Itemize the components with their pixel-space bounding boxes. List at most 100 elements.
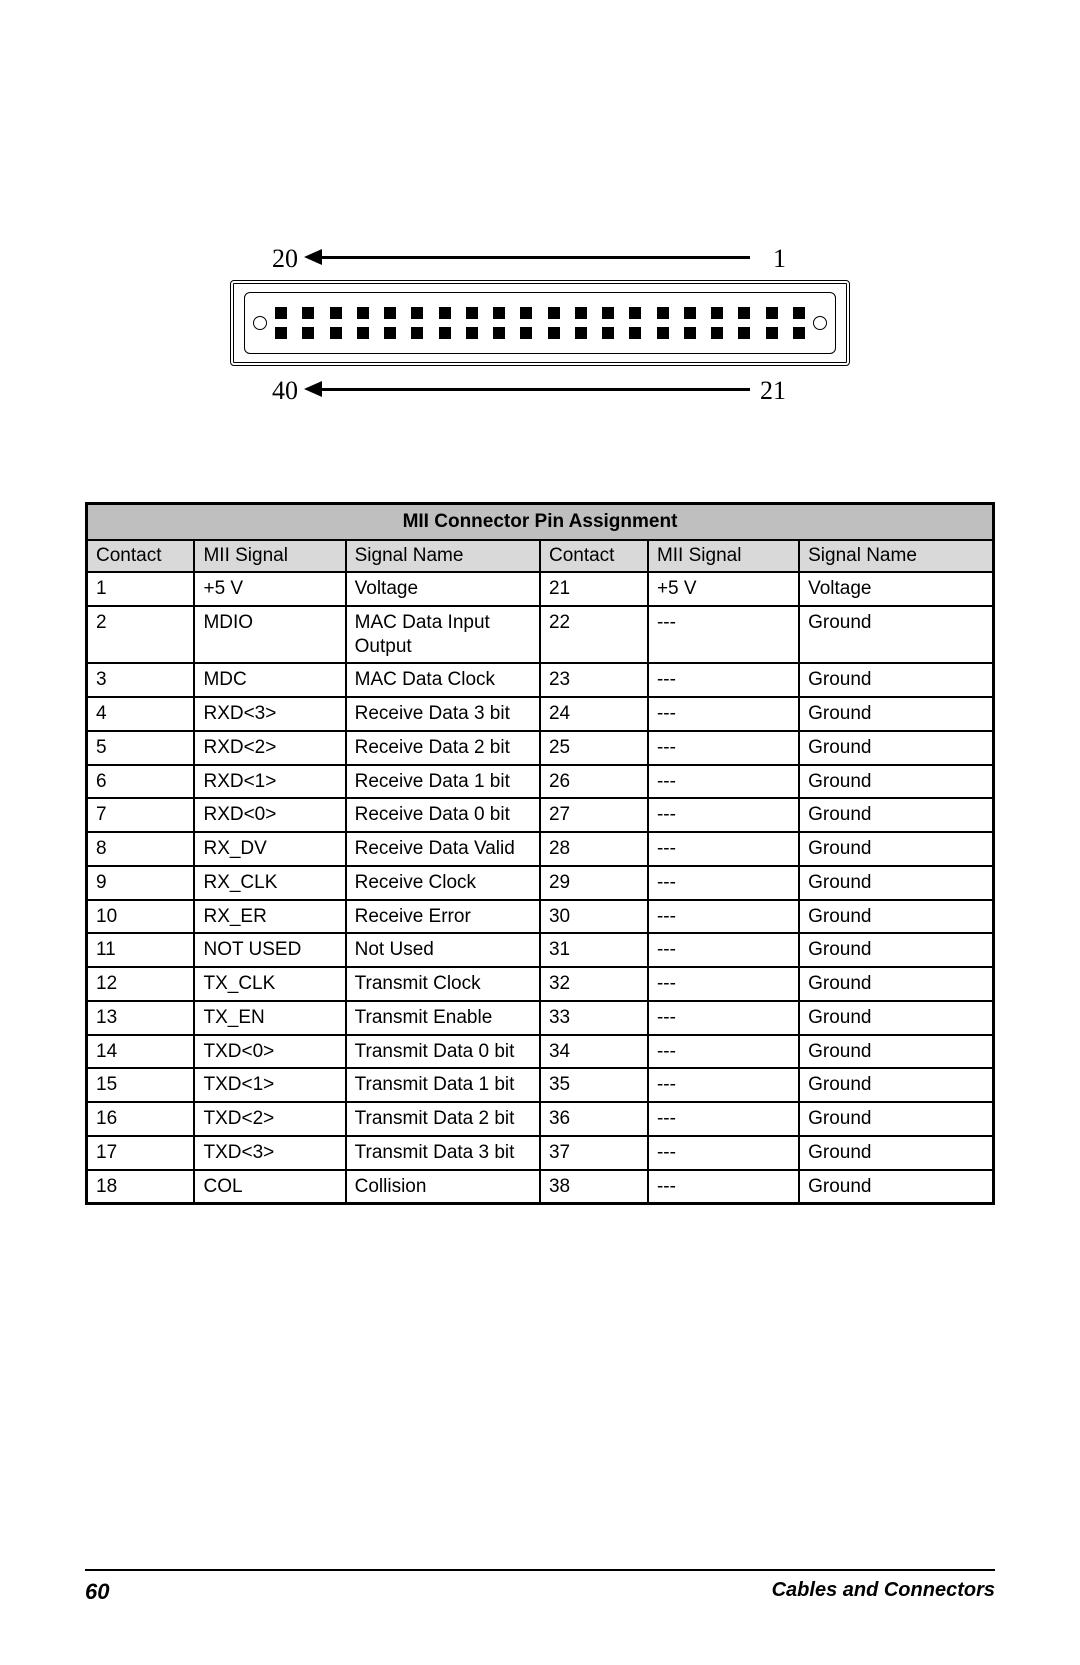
- connector-pin: [629, 307, 641, 319]
- table-cell: Ground: [799, 731, 993, 765]
- table-cell: Ground: [799, 798, 993, 832]
- table-cell: ---: [648, 866, 799, 900]
- table-cell: MAC Data Clock: [346, 663, 540, 697]
- diagram-bottom-labels: 40 21: [230, 372, 850, 412]
- table-cell: ---: [648, 933, 799, 967]
- table-cell: ---: [648, 765, 799, 799]
- arrowhead-icon: [304, 381, 322, 397]
- connector-pin: [466, 307, 478, 319]
- connector-pin: [684, 327, 696, 339]
- table-cell: RX_DV: [194, 832, 345, 866]
- connector-pin: [439, 327, 451, 339]
- table-cell: NOT USED: [194, 933, 345, 967]
- connector-pin: [384, 307, 396, 319]
- table-column-header: Contact: [87, 540, 195, 572]
- table-cell: ---: [648, 1001, 799, 1035]
- page-footer: 60 Cables and Connectors: [85, 1569, 995, 1605]
- table-cell: Ground: [799, 663, 993, 697]
- table-column-header: MII Signal: [194, 540, 345, 572]
- table-cell: ---: [648, 1170, 799, 1204]
- table-cell: Voltage: [346, 572, 540, 606]
- table-cell: 7: [87, 798, 195, 832]
- table-row: 5RXD<2>Receive Data 2 bit25---Ground: [87, 731, 994, 765]
- connector-pin: [711, 307, 723, 319]
- connector-pin: [330, 307, 342, 319]
- table-cell: RXD<3>: [194, 697, 345, 731]
- connector-pin: [575, 327, 587, 339]
- table-cell: TX_EN: [194, 1001, 345, 1035]
- table-cell: Voltage: [799, 572, 993, 606]
- table-cell: TX_CLK: [194, 967, 345, 1001]
- table-cell: ---: [648, 1136, 799, 1170]
- connector-pin: [602, 307, 614, 319]
- connector-pin: [384, 327, 396, 339]
- section-title: Cables and Connectors: [772, 1579, 995, 1605]
- connector-pin: [493, 327, 505, 339]
- table-row: 1+5 VVoltage21+5 VVoltage: [87, 572, 994, 606]
- table-row: 12TX_CLKTransmit Clock32---Ground: [87, 967, 994, 1001]
- table-cell: ---: [648, 1068, 799, 1102]
- table-cell: Not Used: [346, 933, 540, 967]
- table-cell: 16: [87, 1102, 195, 1136]
- table-cell: ---: [648, 606, 799, 664]
- table-cell: 4: [87, 697, 195, 731]
- table-cell: 14: [87, 1035, 195, 1069]
- connector-pin: [738, 327, 750, 339]
- table-cell: Ground: [799, 1068, 993, 1102]
- connector-pin: [766, 307, 778, 319]
- table-cell: Ground: [799, 832, 993, 866]
- table-cell: Receive Data 2 bit: [346, 731, 540, 765]
- table-row: 3MDCMAC Data Clock23---Ground: [87, 663, 994, 697]
- table-cell: Transmit Enable: [346, 1001, 540, 1035]
- connector-pin: [302, 307, 314, 319]
- table-row: 13TX_ENTransmit Enable33---Ground: [87, 1001, 994, 1035]
- table-row: 11NOT USEDNot Used31---Ground: [87, 933, 994, 967]
- table-cell: 26: [540, 765, 648, 799]
- table-cell: 8: [87, 832, 195, 866]
- table-cell: 30: [540, 900, 648, 934]
- table-cell: ---: [648, 900, 799, 934]
- table-cell: 2: [87, 606, 195, 664]
- connector-pin: [711, 327, 723, 339]
- table-row: 18COLCollision38---Ground: [87, 1170, 994, 1204]
- connector-pin: [684, 307, 696, 319]
- table-cell: Transmit Clock: [346, 967, 540, 1001]
- connector-shell: [244, 292, 836, 354]
- table-cell: ---: [648, 697, 799, 731]
- table-cell: MDC: [194, 663, 345, 697]
- connector-pin: [357, 327, 369, 339]
- table-cell: Ground: [799, 765, 993, 799]
- connector-pin: [602, 327, 614, 339]
- table-cell: Receive Error: [346, 900, 540, 934]
- connector-pin: [520, 307, 532, 319]
- table-cell: Receive Data 3 bit: [346, 697, 540, 731]
- connector-pin: [411, 307, 423, 319]
- label-bottom-right: 21: [760, 376, 786, 406]
- connector-pin: [520, 327, 532, 339]
- connector-pin: [575, 307, 587, 319]
- table-cell: 6: [87, 765, 195, 799]
- connector-pin: [793, 307, 805, 319]
- connector-pin: [738, 307, 750, 319]
- table-cell: MAC Data Input Output: [346, 606, 540, 664]
- connector-pin: [629, 327, 641, 339]
- table-row: 2MDIOMAC Data Input Output22---Ground: [87, 606, 994, 664]
- table-cell: 36: [540, 1102, 648, 1136]
- table-cell: 38: [540, 1170, 648, 1204]
- table-cell: TXD<0>: [194, 1035, 345, 1069]
- table-cell: Ground: [799, 1035, 993, 1069]
- table-row: 4RXD<3>Receive Data 3 bit24---Ground: [87, 697, 994, 731]
- connector-pin: [439, 307, 451, 319]
- table-row: 16TXD<2>Transmit Data 2 bit36---Ground: [87, 1102, 994, 1136]
- table-cell: Ground: [799, 1001, 993, 1035]
- table-cell: ---: [648, 798, 799, 832]
- table-cell: ---: [648, 1102, 799, 1136]
- table-cell: 11: [87, 933, 195, 967]
- connector-pin: [275, 327, 287, 339]
- table-row: 14TXD<0>Transmit Data 0 bit34---Ground: [87, 1035, 994, 1069]
- pin-assignment-table: MII Connector Pin Assignment ContactMII …: [85, 502, 995, 1205]
- table-cell: Receive Data Valid: [346, 832, 540, 866]
- table-cell: Ground: [799, 1170, 993, 1204]
- connector-pin: [657, 327, 669, 339]
- table-row: 6RXD<1>Receive Data 1 bit26---Ground: [87, 765, 994, 799]
